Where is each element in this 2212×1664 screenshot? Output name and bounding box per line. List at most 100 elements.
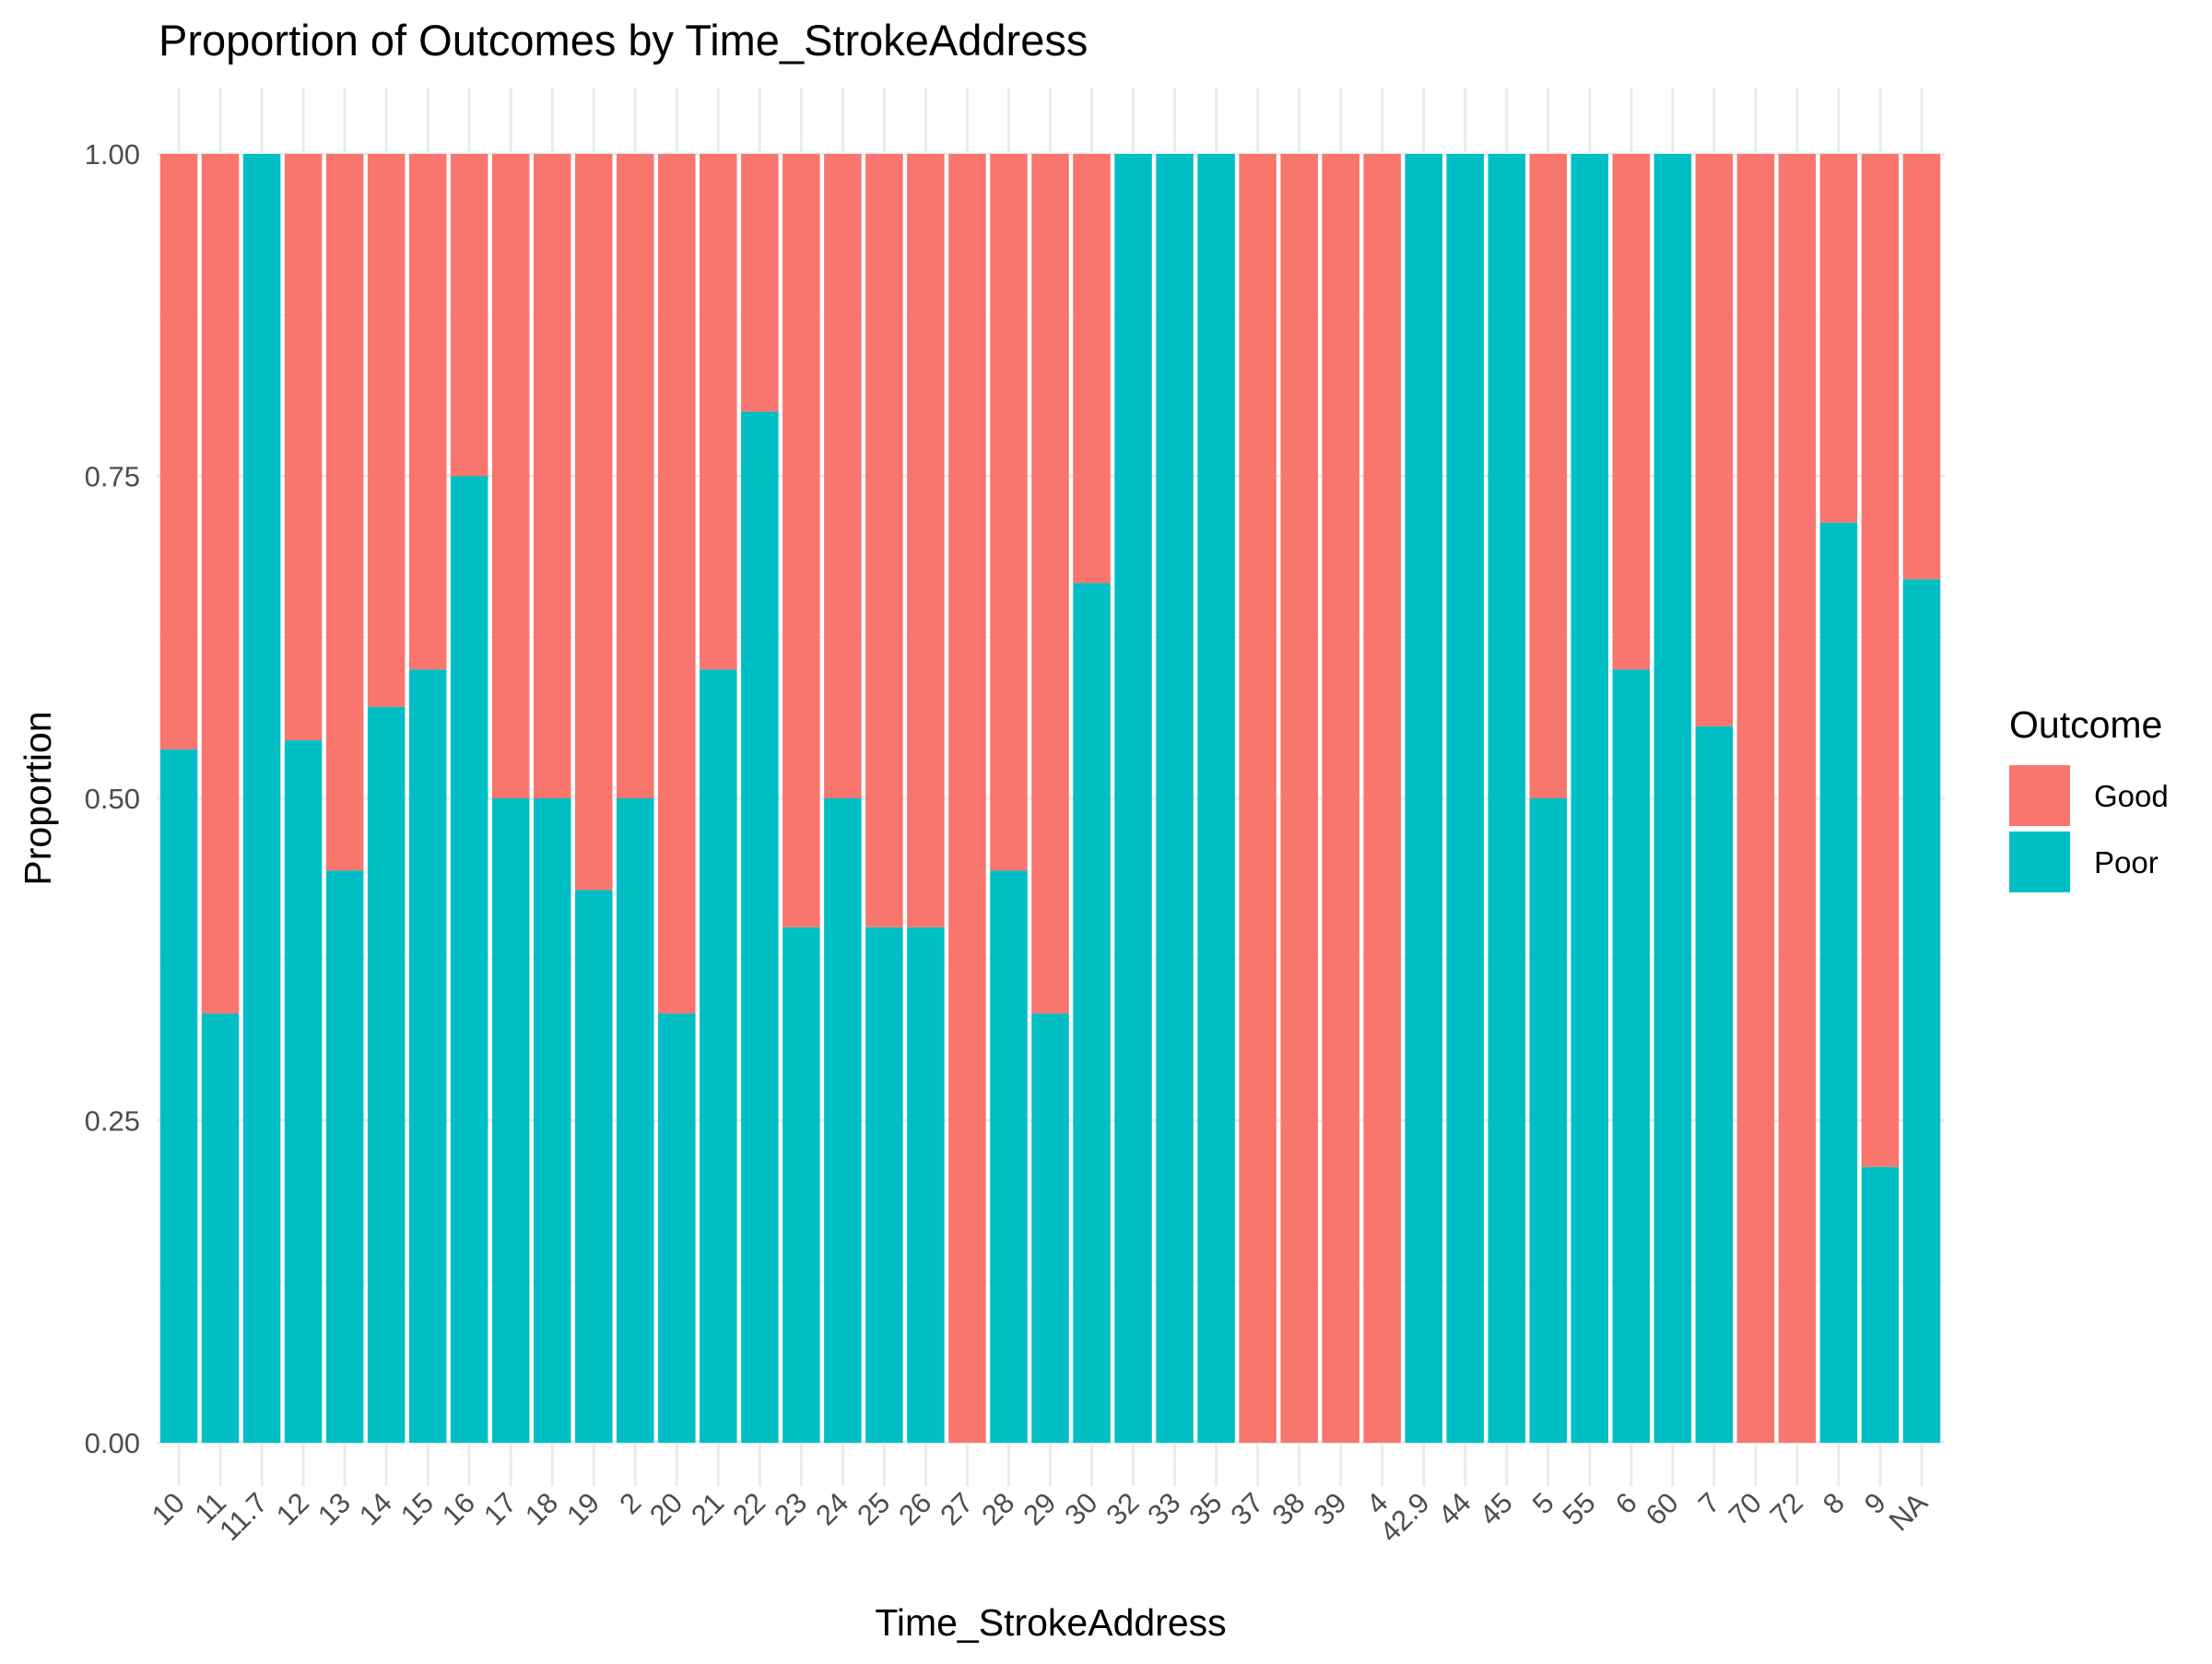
bar-good-11 xyxy=(201,154,240,1014)
bar-good-22 xyxy=(741,154,779,412)
bar-poor-20 xyxy=(658,1013,696,1443)
bar-poor-7 xyxy=(1695,726,1734,1443)
bar-good-17 xyxy=(491,154,530,798)
bar-poor-22 xyxy=(741,411,779,1444)
bar-good-25 xyxy=(865,154,903,927)
bar-good-8 xyxy=(1819,154,1858,523)
bar-good-18 xyxy=(533,154,571,798)
bar-poor-28 xyxy=(990,870,1028,1443)
bar-good-30 xyxy=(1073,154,1111,584)
chart-title: Proportion of Outcomes by Time_StrokeAdd… xyxy=(159,16,1088,65)
bars xyxy=(159,154,1941,1444)
bar-good-20 xyxy=(658,154,696,1014)
bar-good-24 xyxy=(824,154,862,798)
bar-poor-55 xyxy=(1571,154,1609,1443)
bar-poor-NA xyxy=(1902,579,1941,1443)
x-tick-label: 6 xyxy=(1609,1486,1643,1520)
bar-poor-11 xyxy=(201,1013,240,1443)
x-tick-label: 60 xyxy=(1640,1486,1685,1531)
bar-poor-45 xyxy=(1488,154,1526,1443)
bar-good-15 xyxy=(408,154,447,670)
bar-good-10 xyxy=(159,154,198,749)
legend-key-good xyxy=(2009,765,2070,826)
x-tick-label: 26 xyxy=(892,1486,937,1531)
bar-good-16 xyxy=(450,154,488,477)
x-tick-label: 28 xyxy=(975,1486,1020,1531)
x-tick-label: 25 xyxy=(851,1486,896,1531)
x-tick-label: 10 xyxy=(146,1486,191,1531)
x-tick-label: NA xyxy=(1883,1486,1934,1537)
bar-poor-44 xyxy=(1446,154,1484,1443)
bar-poor-9 xyxy=(1861,1166,1900,1443)
bar-poor-11.7 xyxy=(242,154,281,1443)
bar-poor-13 xyxy=(325,870,364,1443)
x-tick-label: 35 xyxy=(1182,1486,1228,1531)
x-tick-label: 33 xyxy=(1141,1486,1186,1531)
bar-poor-2 xyxy=(617,798,654,1443)
bar-good-13 xyxy=(325,154,364,871)
x-tick-label: 45 xyxy=(1474,1486,1519,1531)
x-tick-label: 7 xyxy=(1692,1486,1726,1520)
bar-good-5 xyxy=(1529,154,1568,798)
bar-poor-33 xyxy=(1156,154,1194,1443)
x-tick-label: 30 xyxy=(1058,1486,1103,1531)
x-tick-label: 24 xyxy=(809,1486,854,1531)
x-tick-label: 42.9 xyxy=(1373,1486,1435,1548)
y-tick-label: 0.25 xyxy=(85,1105,140,1138)
bar-poor-25 xyxy=(865,926,903,1443)
legend-label-poor: Poor xyxy=(2094,845,2159,879)
bar-good-19 xyxy=(574,154,613,891)
bar-good-2 xyxy=(617,154,654,798)
bar-poor-17 xyxy=(491,798,530,1443)
y-tick-label: 0.50 xyxy=(85,783,140,815)
x-tick-label: 70 xyxy=(1723,1486,1768,1531)
x-tick-label: 11.7 xyxy=(213,1486,274,1547)
x-tick-label: 14 xyxy=(353,1486,398,1531)
bar-poor-15 xyxy=(408,669,447,1443)
bar-good-72 xyxy=(1778,154,1817,1443)
bar-poor-30 xyxy=(1073,583,1111,1443)
bar-poor-19 xyxy=(574,890,613,1443)
bar-good-4 xyxy=(1363,154,1401,1443)
x-tick-label: 5 xyxy=(1526,1486,1560,1520)
y-axis-label: Proportion xyxy=(17,711,59,885)
bar-poor-12 xyxy=(284,740,323,1443)
x-tick-label: 8 xyxy=(1817,1486,1851,1520)
x-tick-label: 27 xyxy=(934,1486,979,1531)
bar-good-38 xyxy=(1280,154,1318,1443)
x-tick-label: 17 xyxy=(477,1486,523,1531)
x-tick-label: 19 xyxy=(560,1486,606,1531)
x-tick-label: 38 xyxy=(1265,1486,1311,1531)
bar-poor-8 xyxy=(1819,522,1858,1443)
bar-poor-35 xyxy=(1197,154,1235,1443)
y-tick-label: 0.00 xyxy=(85,1427,140,1459)
x-tick-label: 12 xyxy=(270,1486,315,1531)
x-tick-label: 37 xyxy=(1224,1486,1269,1531)
x-tick-label: 32 xyxy=(1100,1486,1145,1531)
legend: Outcome Good Poor xyxy=(2009,703,2169,892)
x-tick-label: 13 xyxy=(312,1486,357,1531)
x-tick-label: 22 xyxy=(726,1486,771,1531)
bar-poor-23 xyxy=(782,926,820,1443)
bar-poor-21 xyxy=(700,669,737,1443)
x-tick-label: 21 xyxy=(685,1486,730,1531)
bar-poor-18 xyxy=(533,798,571,1443)
x-tick-label: 2 xyxy=(613,1486,647,1520)
bar-good-7 xyxy=(1695,154,1734,726)
y-tick-label: 0.75 xyxy=(85,461,140,493)
x-tick-label: 18 xyxy=(519,1486,564,1531)
x-tick-label: 20 xyxy=(643,1486,688,1531)
bar-poor-24 xyxy=(824,798,862,1443)
x-tick-label: 44 xyxy=(1432,1486,1477,1531)
x-tick-label: 16 xyxy=(436,1486,481,1531)
bar-good-26 xyxy=(907,154,945,927)
bar-poor-14 xyxy=(367,706,406,1443)
legend-items: Good Poor xyxy=(2009,765,2169,892)
bar-good-28 xyxy=(990,154,1028,871)
bar-good-23 xyxy=(782,154,820,927)
x-tick-label: 23 xyxy=(768,1486,813,1531)
bar-poor-6 xyxy=(1612,669,1651,1443)
bar-good-9 xyxy=(1861,154,1900,1167)
bar-good-NA xyxy=(1902,154,1941,580)
